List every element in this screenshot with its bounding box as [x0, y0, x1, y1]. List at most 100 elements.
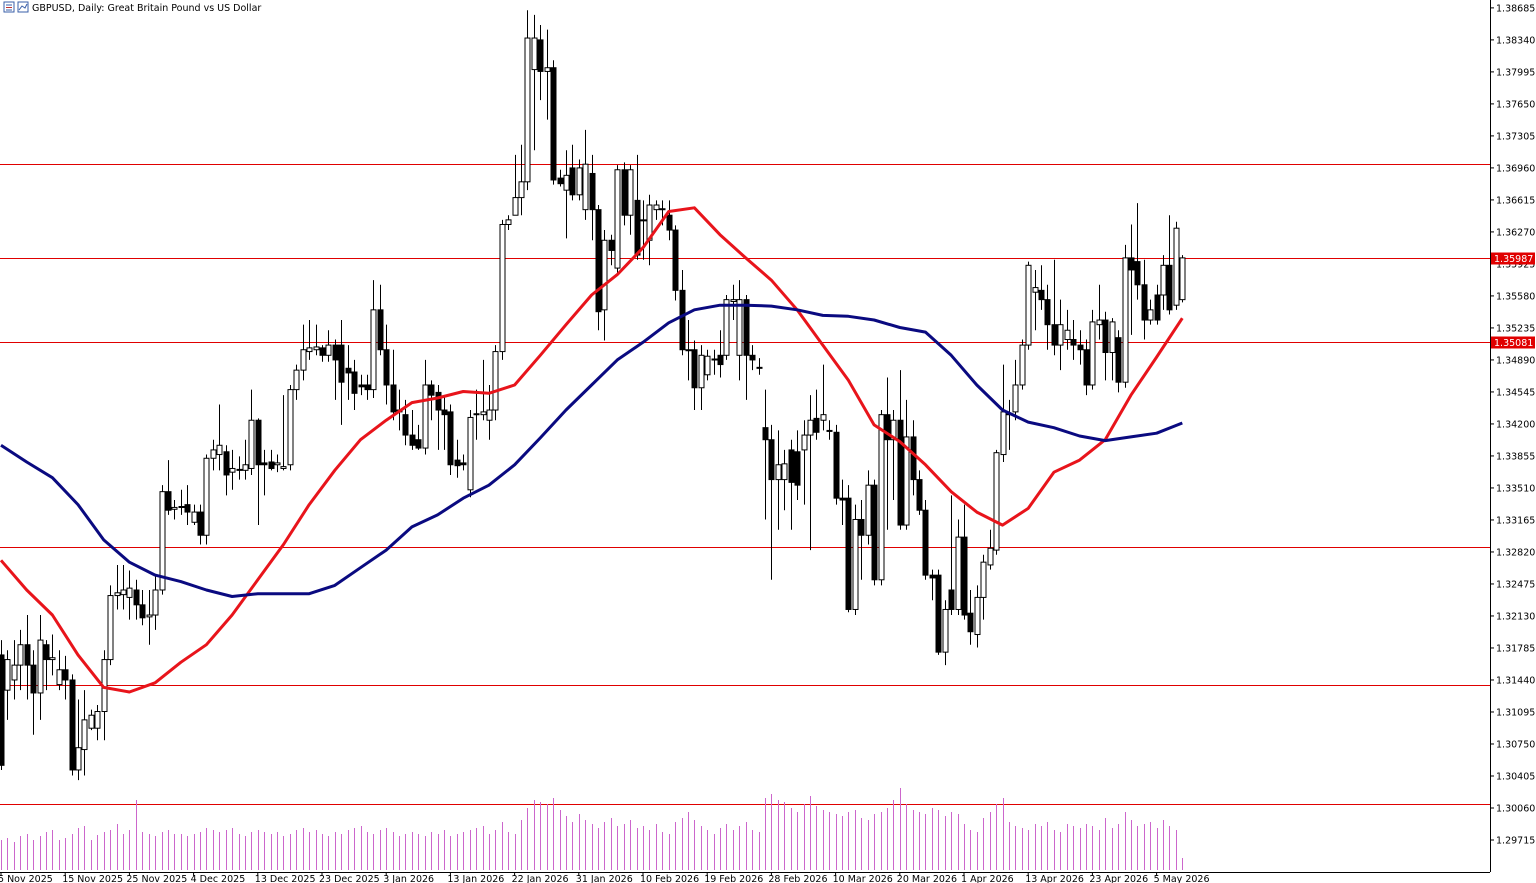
candle-body	[184, 504, 191, 513]
candle-body	[704, 355, 711, 376]
y-tick-label: 1.33165	[1496, 515, 1535, 526]
candle-body	[1038, 289, 1045, 301]
candle-body	[338, 344, 345, 383]
candle-body	[486, 409, 493, 421]
candle-body	[563, 174, 570, 191]
x-tick-label: 28 Feb 2026	[768, 874, 827, 883]
candle-body	[762, 427, 769, 441]
y-tick-label: 1.37650	[1496, 99, 1535, 110]
candle-body	[49, 657, 56, 661]
x-tick-label: 10 Feb 2026	[640, 874, 699, 883]
candle-body	[293, 369, 300, 391]
candle-body	[364, 384, 371, 391]
y-tick-label: 1.34545	[1496, 387, 1535, 398]
candle-body	[884, 414, 891, 441]
candle-body	[614, 169, 621, 269]
x-tick-label: 22 Jan 2026	[512, 874, 569, 883]
candle-body	[505, 219, 512, 225]
candle-body	[942, 608, 949, 653]
candle-body	[223, 451, 230, 476]
x-tick-label: 23 Apr 2026	[1089, 874, 1148, 883]
candle-body	[1032, 287, 1039, 293]
y-tick-label: 1.34200	[1496, 419, 1535, 430]
x-tick-label: 4 Dec 2025	[191, 874, 246, 883]
candle-body	[236, 468, 243, 471]
candle-body	[621, 169, 628, 216]
x-tick-label: 23 Dec 2025	[319, 874, 380, 883]
candle-body	[268, 461, 275, 469]
candle-body	[1160, 264, 1167, 296]
x-tick-label: 10 Mar 2026	[833, 874, 893, 883]
y-tick-label: 1.31095	[1496, 707, 1535, 718]
candle-body	[839, 497, 846, 501]
candle-body	[826, 429, 833, 432]
candle-body	[415, 439, 422, 449]
candle-body	[428, 384, 435, 396]
candle-body	[845, 497, 852, 610]
candle-body	[1070, 339, 1077, 346]
candle-body	[210, 449, 217, 459]
candle-body	[460, 462, 467, 466]
y-tick-label: 1.37305	[1496, 131, 1535, 142]
candle-body	[325, 344, 332, 356]
candle-body	[756, 366, 763, 369]
candle-body	[922, 509, 929, 576]
candle-body	[159, 491, 166, 591]
candle-body	[1154, 294, 1161, 321]
candle-body	[967, 612, 974, 633]
candle-body	[749, 354, 756, 361]
candle-body	[807, 419, 814, 436]
candle-body	[736, 299, 743, 356]
chart-title: GBPUSD, Daily: Great Britain Pound vs US…	[32, 3, 261, 14]
candle-body	[544, 67, 551, 72]
candle-body	[120, 589, 127, 596]
candle-body	[1173, 227, 1180, 306]
y-tick-label: 1.30750	[1496, 739, 1535, 750]
x-tick-label: 1 Apr 2026	[961, 874, 1014, 883]
y-tick-label: 1.38340	[1496, 35, 1535, 46]
candle-body	[582, 163, 589, 211]
candle-body	[133, 589, 140, 606]
y-tick-label: 1.29715	[1496, 835, 1535, 846]
candle-body	[531, 37, 538, 71]
y-tick-label: 1.30060	[1496, 803, 1535, 814]
candle-body	[345, 367, 352, 374]
x-tick-label: 3 Jan 2026	[383, 874, 434, 883]
candle-body	[1089, 321, 1096, 386]
candle-body	[820, 414, 827, 421]
candle-body	[512, 197, 519, 216]
candle-body	[698, 354, 705, 389]
candle-body	[717, 354, 724, 366]
candle-body	[775, 464, 782, 481]
candle-body	[595, 209, 602, 313]
moving-average	[0, 206, 1184, 694]
candle-body	[743, 299, 750, 356]
x-tick-label: 25 Nov 2025	[126, 874, 187, 883]
candle-body	[601, 239, 608, 311]
candle-body	[1122, 257, 1129, 383]
candle-body	[550, 67, 557, 181]
candle-body	[993, 452, 1000, 551]
price-box	[1491, 336, 1535, 349]
candle-body	[929, 574, 936, 579]
candle-body	[255, 419, 262, 466]
candle-body	[242, 464, 249, 471]
candle-body	[788, 449, 795, 483]
candle-body	[171, 506, 178, 510]
candle-body	[280, 466, 287, 469]
candle-body	[711, 358, 718, 361]
candle-body	[910, 436, 917, 481]
candle-body	[1083, 349, 1090, 386]
candle-body	[69, 679, 76, 771]
candle-body	[576, 167, 583, 196]
candle-body	[1000, 411, 1007, 456]
candle-body	[261, 462, 268, 466]
candle-body	[935, 574, 942, 653]
x-tick-label: 13 Jan 2026	[447, 874, 504, 883]
candle-body	[480, 411, 487, 416]
candle-body	[781, 463, 788, 481]
x-tick-label: 31 Jan 2026	[576, 874, 633, 883]
candle-body	[152, 589, 159, 616]
